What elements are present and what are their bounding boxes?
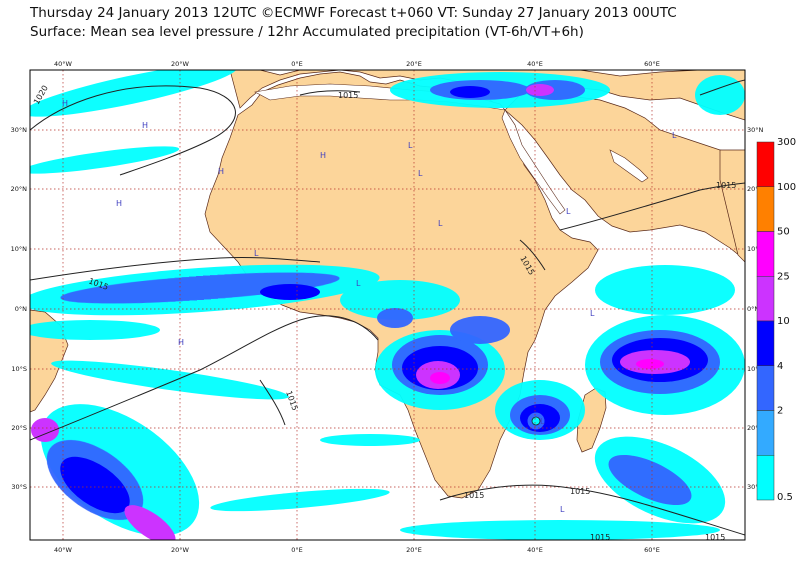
- isobar-1015-angola: [259, 379, 286, 426]
- low-marker: L: [590, 309, 595, 318]
- isobar-1015-europe: [299, 90, 361, 96]
- red-sea: [501, 109, 566, 215]
- lon-label: 20°E: [406, 60, 422, 68]
- graticule: [30, 70, 745, 540]
- lon-labels-bottom: 40°W 20°W 0°E 20°E 40°E 60°E: [54, 546, 660, 554]
- isobar-1015-atlantic: [30, 256, 321, 281]
- legend-swatch: [756, 231, 775, 277]
- isobar-1015-southern: [439, 484, 745, 536]
- lon-label: 60°E: [644, 60, 660, 68]
- low-marker: L: [540, 417, 545, 426]
- high-marker: H: [62, 99, 68, 108]
- lat-label: 0°N: [15, 305, 27, 313]
- map-title-line2: Surface: Mean sea level pressure / 12hr …: [30, 24, 584, 40]
- high-marker: H: [320, 151, 326, 160]
- lat-label: 10°N: [747, 245, 764, 253]
- pressure-centres: H H H H H H L L L L L L L L L L: [62, 99, 677, 514]
- europe-landmass: [229, 70, 745, 121]
- map-frame: [29, 69, 746, 541]
- low-marker: L: [408, 141, 413, 150]
- high-marker: H: [116, 199, 122, 208]
- persian-gulf: [609, 149, 649, 183]
- legend-swatch: [756, 365, 775, 411]
- india-landmass: [719, 149, 745, 263]
- low-marker: L: [560, 505, 565, 514]
- high-marker: H: [178, 338, 184, 347]
- lat-label: 10°N: [11, 245, 28, 253]
- low-marker: L: [356, 279, 361, 288]
- lat-label: 20°S: [11, 424, 27, 432]
- low-marker: L: [438, 219, 443, 228]
- arabia-landmass: [504, 91, 745, 261]
- legend-level-label: 2: [777, 406, 783, 417]
- lat-label: 10°S: [747, 365, 763, 373]
- isobar-1015-arabia: [699, 79, 745, 96]
- lon-label: 40°W: [54, 60, 73, 68]
- precip-layer-extreme: [430, 359, 664, 384]
- high-marker: H: [142, 121, 148, 130]
- lon-label: 20°W: [171, 546, 190, 554]
- lat-label: 20°N: [747, 185, 764, 193]
- cyclone-eye: [531, 416, 541, 426]
- isobar-label: 1015: [590, 533, 610, 542]
- lat-labels-left: 30°N 20°N 10°N 0°N 10°S 20°S 30°S: [11, 126, 28, 491]
- isobar-lines: [30, 79, 745, 536]
- lat-label: 0°N: [747, 305, 759, 313]
- legend-swatch: [756, 455, 775, 501]
- legend-swatch: [756, 141, 775, 187]
- lat-label: 30°S: [11, 483, 27, 491]
- lon-label: 40°W: [54, 546, 73, 554]
- lon-label: 0°E: [291, 546, 303, 554]
- legend-level-label: 100: [777, 182, 796, 193]
- lon-label: 0°E: [291, 60, 303, 68]
- lat-label: 30°N: [747, 126, 764, 134]
- lat-label: 30°S: [747, 483, 763, 491]
- isobar-label: 1015: [716, 181, 736, 190]
- lat-label: 10°S: [11, 365, 27, 373]
- lon-labels-top: 40°W 20°W 0°E 20°E 40°E 60°E: [54, 60, 660, 68]
- legend-swatch: [756, 276, 775, 322]
- lon-label: 40°E: [527, 546, 543, 554]
- low-marker: L: [254, 249, 259, 258]
- legend-level-label: 25: [777, 271, 790, 282]
- legend-swatch: [756, 410, 775, 456]
- lon-label: 20°E: [406, 546, 422, 554]
- legend-swatch: [756, 320, 775, 366]
- legend-swatch: [756, 186, 775, 232]
- isobar-label: 1015: [338, 91, 358, 100]
- legend-level-label: 4: [777, 361, 783, 372]
- isobar-label: 1015: [464, 491, 484, 500]
- isobar-1015-south: [30, 315, 379, 441]
- isobar-1020-north: [30, 85, 236, 176]
- isobar-1015-indian: [559, 182, 745, 231]
- lat-labels-right: 30°N 20°N 10°N 0°N 10°S 20°S 30°S: [747, 126, 764, 491]
- lon-label: 20°W: [171, 60, 190, 68]
- mediterranean: [254, 83, 506, 111]
- precip-legend: 300 100 50 25 10 4 2 0.5: [756, 137, 796, 503]
- lon-label: 40°E: [527, 60, 543, 68]
- lon-label: 60°E: [644, 546, 660, 554]
- isobar-label: 1015: [570, 487, 590, 496]
- low-marker: L: [566, 207, 571, 216]
- lat-label: 20°N: [11, 185, 28, 193]
- isobar-label: 1015: [705, 533, 725, 542]
- low-marker: L: [672, 131, 677, 140]
- lat-label: 20°S: [747, 424, 763, 432]
- low-marker: L: [418, 169, 423, 178]
- legend-level-label: 300: [777, 137, 796, 148]
- legend-level-label: 0.5: [777, 492, 793, 503]
- legend-level-label: 50: [777, 227, 790, 238]
- lat-label: 30°N: [11, 126, 28, 134]
- high-marker: H: [218, 167, 224, 176]
- map-title-line1: Thursday 24 January 2013 12UTC ©ECMWF Fo…: [30, 5, 677, 21]
- legend-level-label: 10: [777, 316, 790, 327]
- isobar-1015-east-africa: [519, 239, 546, 271]
